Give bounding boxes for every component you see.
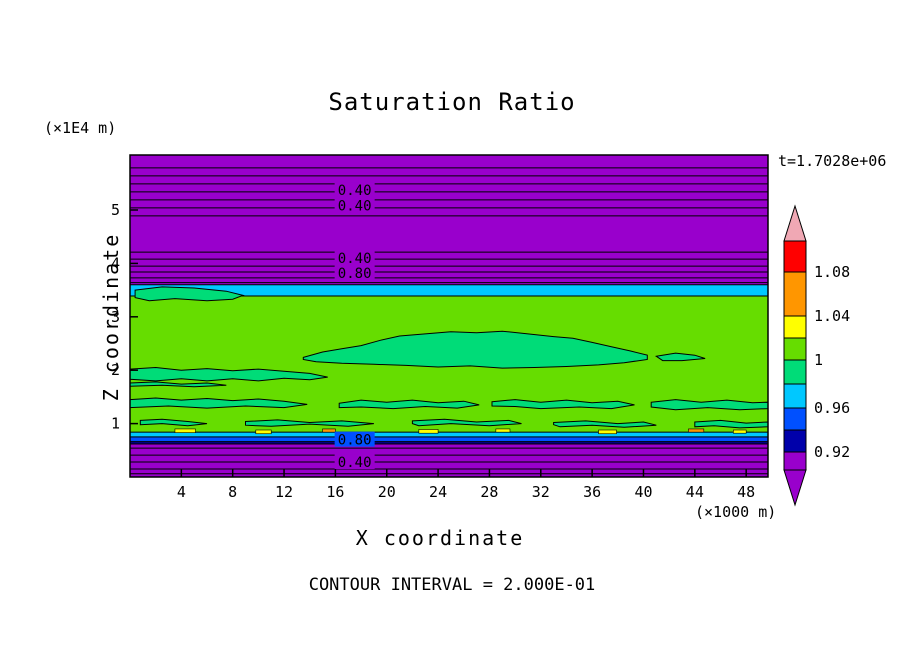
svg-text:20: 20 [378,483,396,501]
svg-text:1.08: 1.08 [814,263,850,281]
svg-text:0.40: 0.40 [338,251,372,267]
svg-text:24: 24 [429,483,447,501]
x-axis-title: X coordinate [355,526,525,550]
svg-text:3: 3 [111,308,120,326]
svg-text:1: 1 [814,351,823,369]
svg-text:28: 28 [480,483,498,501]
contour-interval-note: CONTOUR INTERVAL = 2.000E-01 [308,575,596,595]
svg-text:4: 4 [111,254,120,272]
svg-text:0.80: 0.80 [338,433,372,449]
svg-text:0.80: 0.80 [338,266,372,282]
contour-lines [130,167,768,475]
svg-text:32: 32 [532,483,550,501]
svg-text:8: 8 [228,483,237,501]
svg-text:0.40: 0.40 [338,183,372,199]
svg-text:1.04: 1.04 [814,307,850,325]
svg-text:36: 36 [583,483,601,501]
svg-text:1: 1 [111,415,120,433]
y-axis-title: Z coordinate [99,232,123,402]
y-axis-unit-label: (×1E4 m) [44,119,117,137]
time-annotation: t=1.7028e+06 [778,152,887,170]
svg-text:16: 16 [326,483,344,501]
chart-title: Saturation Ratio [328,88,576,116]
svg-text:0.40: 0.40 [338,199,372,215]
svg-text:40: 40 [634,483,652,501]
svg-text:0.96: 0.96 [814,399,850,417]
svg-text:4: 4 [177,483,186,501]
plot-frame [129,154,769,478]
saturation-fill-bands [129,155,769,477]
svg-text:5: 5 [111,201,120,219]
svg-text:12: 12 [275,483,293,501]
speck-patches [174,428,747,435]
svg-text:0.92: 0.92 [814,443,850,461]
svg-text:2: 2 [111,361,120,379]
x-axis-unit-label: (×1000 m) [695,503,777,521]
svg-text:48: 48 [737,483,755,501]
svg-text:0.40: 0.40 [338,455,372,471]
colorbar: 1.08 1.04 1 0.96 0.92 [783,204,850,507]
svg-text:44: 44 [686,483,704,501]
contour-value-labels: 0.400.400.400.800.800.40 [334,182,375,471]
contour-blobs [129,286,769,429]
